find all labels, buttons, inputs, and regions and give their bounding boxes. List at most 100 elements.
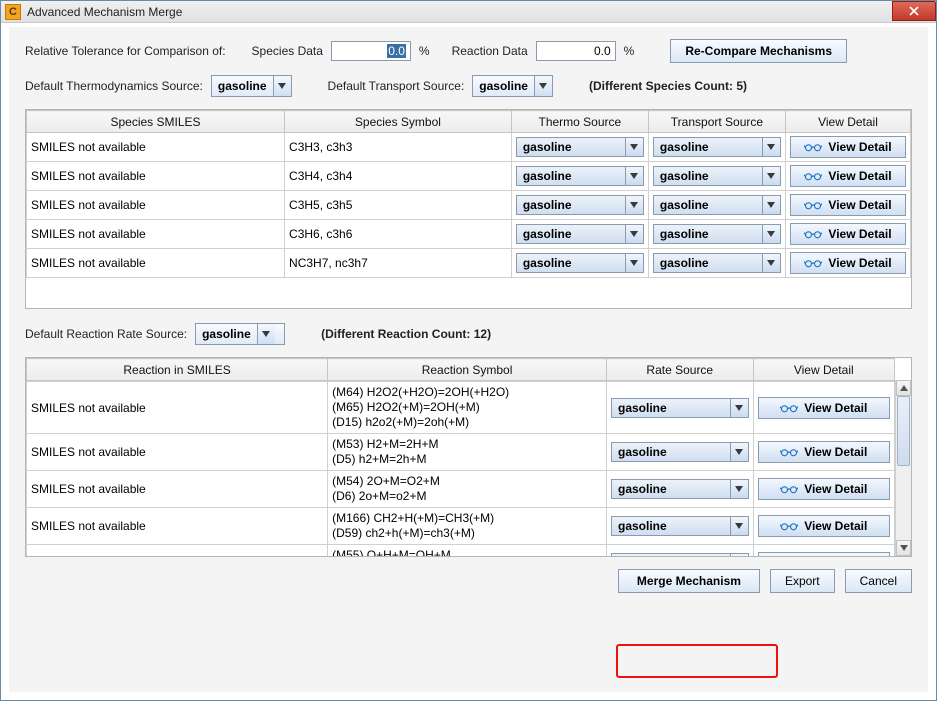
view-detail-button[interactable]: View Detail <box>790 136 906 158</box>
reaction-smiles-cell: SMILES not available <box>27 434 328 471</box>
scrollbar[interactable] <box>895 380 911 556</box>
rate-select[interactable]: gasoline <box>611 553 749 557</box>
column-header[interactable]: Transport Source <box>648 111 785 133</box>
view-detail-button[interactable]: View Detail <box>790 194 906 216</box>
species-symbol-cell: C3H3, c3h3 <box>285 133 512 162</box>
export-button[interactable]: Export <box>770 569 835 593</box>
thermo-source-cell: gasoline <box>511 133 648 162</box>
column-header[interactable]: Reaction in SMILES <box>27 359 328 381</box>
reaction-tolerance-input[interactable] <box>536 41 616 61</box>
thermo-select[interactable]: gasoline <box>516 224 644 244</box>
column-header[interactable]: View Detail <box>753 359 894 381</box>
chevron-down-icon <box>625 196 643 214</box>
titlebar: C Advanced Mechanism Merge <box>1 1 936 23</box>
chevron-down-icon <box>625 167 643 185</box>
thermo-select[interactable]: gasoline <box>516 137 644 157</box>
chevron-down-icon <box>730 554 748 557</box>
thermo-select[interactable]: gasoline <box>516 253 644 273</box>
species-symbol-cell: C3H4, c3h4 <box>285 162 512 191</box>
view-detail-button[interactable]: View Detail <box>790 252 906 274</box>
reaction-rate-source-select[interactable]: gasoline <box>195 323 285 345</box>
reaction-data-label: Reaction Data <box>452 44 528 58</box>
reaction-symbol-cell: (M166) CH2+H(+M)=CH3(+M)(D59) ch2+h(+M)=… <box>328 508 607 545</box>
view-detail-button[interactable]: View Detail <box>758 515 890 537</box>
defaults-row: Default Thermodynamics Source: gasoline … <box>25 75 912 97</box>
view-detail-button[interactable]: View Detail <box>758 552 890 557</box>
transport-source-cell: gasoline <box>648 133 785 162</box>
reactions-table: Reaction in SMILESReaction SymbolRate So… <box>25 357 912 557</box>
column-header[interactable]: Rate Source <box>607 359 754 381</box>
table-row: SMILES not availableC3H4, c3h4gasolinega… <box>27 162 911 191</box>
thermo-source-cell: gasoline <box>511 249 648 278</box>
column-header[interactable]: Thermo Source <box>511 111 648 133</box>
view-detail-button[interactable]: View Detail <box>758 478 890 500</box>
view-detail-button[interactable]: View Detail <box>758 441 890 463</box>
column-header[interactable]: View Detail <box>785 111 910 133</box>
species-smiles-cell: SMILES not available <box>27 220 285 249</box>
close-button[interactable] <box>892 1 936 21</box>
merge-mechanism-button[interactable]: Merge Mechanism <box>618 569 760 593</box>
thermo-select[interactable]: gasoline <box>516 166 644 186</box>
tolerance-row: Relative Tolerance for Comparison of: Sp… <box>25 39 912 63</box>
transport-select[interactable]: gasoline <box>653 224 781 244</box>
transport-select[interactable]: gasoline <box>653 195 781 215</box>
column-header[interactable]: Species SMILES <box>27 111 285 133</box>
view-detail-button[interactable]: View Detail <box>758 397 890 419</box>
close-icon <box>909 6 919 16</box>
species-smiles-cell: SMILES not available <box>27 133 285 162</box>
thermo-source-cell: gasoline <box>511 220 648 249</box>
reactions-body: SMILES not available(M64) H2O2(+H2O)=2OH… <box>26 381 911 557</box>
rate-source-cell: gasoline <box>607 471 754 508</box>
percent-1: % <box>419 44 430 58</box>
transport-source-select[interactable]: gasoline <box>472 75 553 97</box>
table-row: SMILES not availableC3H5, c3h5gasolinega… <box>27 191 911 220</box>
transport-select[interactable]: gasoline <box>653 166 781 186</box>
scroll-thumb[interactable] <box>897 396 910 466</box>
rate-select[interactable]: gasoline <box>611 442 749 462</box>
species-tolerance-input[interactable]: 0.0 <box>331 41 411 61</box>
glasses-icon <box>780 403 798 413</box>
thermo-select[interactable]: gasoline <box>516 195 644 215</box>
rate-select[interactable]: gasoline <box>611 516 749 536</box>
species-smiles-cell: SMILES not available <box>27 249 285 278</box>
view-detail-button[interactable]: View Detail <box>790 165 906 187</box>
rate-select[interactable]: gasoline <box>611 398 749 418</box>
chevron-down-icon <box>625 254 643 272</box>
window-title: Advanced Mechanism Merge <box>27 5 182 19</box>
scroll-down-button[interactable] <box>896 540 911 556</box>
tolerance-label: Relative Tolerance for Comparison of: <box>25 44 226 58</box>
view-detail-cell: View Detail <box>753 471 894 508</box>
reaction-smiles-cell: SMILES not available <box>27 545 328 558</box>
scroll-up-button[interactable] <box>896 380 911 396</box>
view-detail-cell: View Detail <box>753 382 894 434</box>
reaction-defaults-row: Default Reaction Rate Source: gasoline (… <box>25 323 912 345</box>
transport-select[interactable]: gasoline <box>653 137 781 157</box>
glasses-icon <box>780 521 798 531</box>
rate-select[interactable]: gasoline <box>611 479 749 499</box>
species-table: Species SMILESSpecies SymbolThermo Sourc… <box>25 109 912 309</box>
chevron-down-icon <box>534 76 552 96</box>
chevron-down-icon <box>730 443 748 461</box>
transport-select[interactable]: gasoline <box>653 253 781 273</box>
column-header[interactable]: Species Symbol <box>285 111 512 133</box>
view-detail-cell: View Detail <box>753 434 894 471</box>
view-detail-button[interactable]: View Detail <box>790 223 906 245</box>
scroll-track[interactable] <box>896 396 911 540</box>
chevron-down-icon <box>257 324 275 344</box>
content-area: Relative Tolerance for Comparison of: Sp… <box>1 23 936 700</box>
reaction-symbol-cell: (M64) H2O2(+H2O)=2OH(+H2O)(M65) H2O2(+M)… <box>328 382 607 434</box>
view-detail-cell: View Detail <box>785 249 910 278</box>
glasses-icon <box>804 200 822 210</box>
rate-source-cell: gasoline <box>607 545 754 558</box>
table-row: SMILES not availableC3H3, c3h3gasolinega… <box>27 133 911 162</box>
recompare-button[interactable]: Re-Compare Mechanisms <box>670 39 847 63</box>
thermo-source-select[interactable]: gasoline <box>211 75 292 97</box>
species-smiles-cell: SMILES not available <box>27 162 285 191</box>
column-header[interactable]: Reaction Symbol <box>328 359 607 381</box>
reaction-smiles-cell: SMILES not available <box>27 471 328 508</box>
cancel-button[interactable]: Cancel <box>845 569 912 593</box>
table-row: SMILES not available(M166) CH2+H(+M)=CH3… <box>27 508 895 545</box>
chevron-down-icon <box>273 76 291 96</box>
reaction-smiles-cell: SMILES not available <box>27 382 328 434</box>
window: C Advanced Mechanism Merge Relative Tole… <box>0 0 937 701</box>
